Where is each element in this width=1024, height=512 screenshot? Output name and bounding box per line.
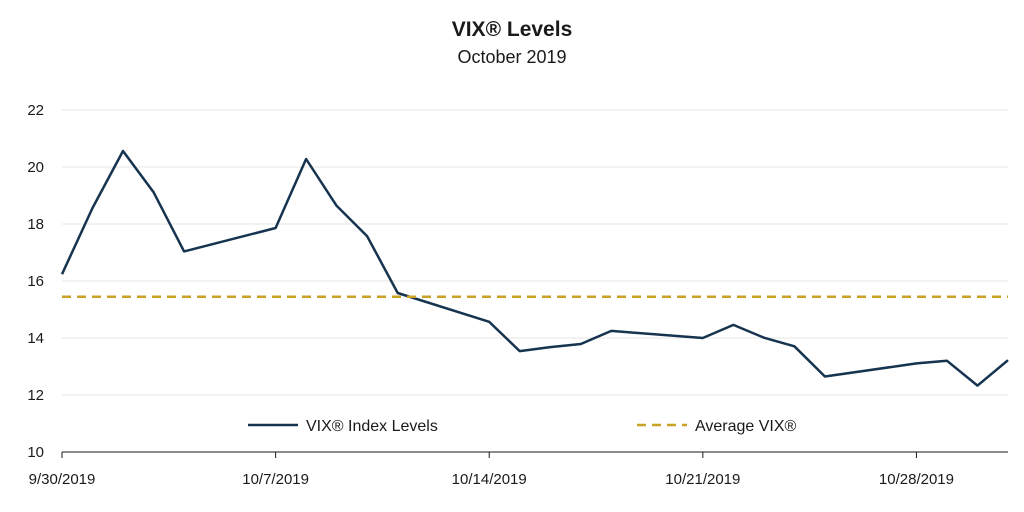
y-tick-label: 10: [27, 444, 44, 461]
y-tick-label: 22: [27, 102, 44, 119]
y-tick-label: 20: [27, 159, 44, 176]
x-tick-label: 10/28/2019: [879, 471, 954, 488]
vix-index-line: [60, 149, 1009, 387]
x-tick-label: 10/14/2019: [452, 471, 527, 488]
x-tick-label: 10/7/2019: [242, 471, 309, 488]
y-tick-label: 16: [27, 273, 44, 290]
chart-title: VIX® Levels: [451, 18, 573, 41]
y-tick-label: 12: [27, 387, 44, 404]
legend-label-average: Average VIX®: [695, 418, 797, 435]
x-tick-label: 10/21/2019: [665, 471, 740, 488]
y-tick-label: 18: [27, 216, 44, 233]
chart-subtitle: October 2019: [457, 47, 567, 67]
y-tick-label: 14: [27, 330, 44, 347]
x-tick-label: 9/30/2019: [29, 471, 96, 488]
legend-label-vix: VIX® Index Levels: [306, 418, 438, 435]
